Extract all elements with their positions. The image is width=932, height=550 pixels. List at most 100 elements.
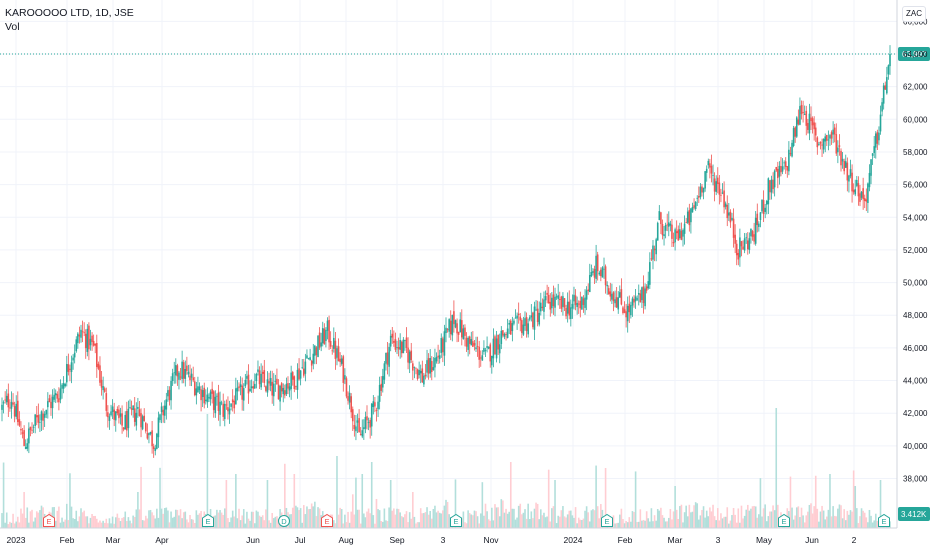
candle-body xyxy=(279,386,281,402)
candle-body xyxy=(7,393,10,408)
candle-body xyxy=(418,369,420,376)
candle-body xyxy=(538,312,541,325)
volume-bar xyxy=(464,522,466,528)
candle-body xyxy=(269,378,272,386)
volume-bar xyxy=(231,510,234,528)
volume-bar xyxy=(758,514,760,528)
volume-bar xyxy=(135,509,138,528)
currency-button[interactable]: ZAC xyxy=(902,6,926,22)
volume-bar xyxy=(625,521,627,528)
volume-bar xyxy=(576,523,578,528)
volume-bar xyxy=(653,515,656,528)
earnings-marker[interactable]: E xyxy=(778,513,790,527)
earnings-marker[interactable]: E xyxy=(450,513,462,527)
candle-body xyxy=(304,361,307,374)
candle-body xyxy=(758,223,760,227)
candle-body xyxy=(497,334,499,350)
candle-body xyxy=(39,421,41,423)
volume-bar xyxy=(187,522,190,528)
candle-body xyxy=(290,372,292,390)
volume-bar xyxy=(84,516,87,528)
volume-bar xyxy=(381,521,384,528)
volume-bar xyxy=(86,516,89,528)
volume-bar xyxy=(39,510,41,528)
y-tick-label: 46,000 xyxy=(903,344,928,353)
candle-body xyxy=(576,302,578,308)
candle-body xyxy=(777,168,779,179)
volume-bar xyxy=(312,506,315,528)
volume-bar xyxy=(465,523,468,528)
volume-bar xyxy=(261,515,264,528)
volume-bar xyxy=(802,515,804,528)
candle-body xyxy=(359,433,362,435)
candle-body xyxy=(193,381,196,396)
volume-bar xyxy=(811,513,814,528)
volume-bar xyxy=(557,515,559,528)
candle-body xyxy=(375,410,378,412)
candle-body xyxy=(728,212,730,216)
candle-body xyxy=(252,386,255,389)
volume-bar xyxy=(715,520,717,528)
volume-bar xyxy=(527,503,529,528)
volume-bar xyxy=(437,510,439,528)
volume-bar xyxy=(570,510,572,528)
candle-body xyxy=(797,119,800,125)
volume-bar xyxy=(666,521,669,528)
earnings-marker[interactable]: E xyxy=(321,513,333,527)
candle-body xyxy=(419,370,422,374)
volume-bar xyxy=(679,506,681,528)
candle-body xyxy=(402,339,405,354)
candle-body xyxy=(825,134,828,141)
volume-bar xyxy=(803,522,806,528)
volume-bar xyxy=(445,499,447,528)
volume-bar xyxy=(835,516,838,528)
earnings-marker[interactable]: E xyxy=(601,513,613,527)
candle-body xyxy=(862,188,864,200)
price-axis[interactable]: 38,000 40,000 42,000 44,000 46,000 48,000 50,0… xyxy=(0,0,928,529)
candle-body xyxy=(43,413,46,418)
volume-bar xyxy=(296,507,299,528)
volume-bar xyxy=(141,520,144,528)
candle-body xyxy=(596,254,599,272)
candle-body xyxy=(612,292,615,302)
volume-bar xyxy=(83,510,85,528)
candle-body xyxy=(761,199,763,212)
volume-bar xyxy=(737,508,740,528)
candle-body xyxy=(813,122,815,130)
candle-body xyxy=(42,413,44,421)
volume-bar xyxy=(772,505,774,528)
volume-bar xyxy=(862,510,864,528)
candle-body xyxy=(282,387,285,395)
candle-body xyxy=(235,388,237,405)
candle-body xyxy=(818,143,820,145)
volume-bar xyxy=(489,520,492,528)
candle-body xyxy=(146,433,149,439)
candle-body xyxy=(250,386,253,389)
earnings-marker[interactable]: E xyxy=(202,513,214,527)
volume-bar xyxy=(696,503,699,528)
volume-bar xyxy=(767,516,770,528)
candle-body xyxy=(236,387,239,392)
candle-body xyxy=(206,394,209,403)
candle-body xyxy=(159,414,161,421)
volume-bar xyxy=(242,509,245,528)
volume-bar xyxy=(631,511,634,528)
volume-bar xyxy=(642,519,645,528)
earnings-marker[interactable]: E xyxy=(43,513,55,527)
earnings-marker[interactable]: E xyxy=(878,513,890,527)
candle-body xyxy=(211,388,213,394)
volume-bar xyxy=(762,508,765,528)
candle-body xyxy=(83,332,85,334)
volume-bar xyxy=(634,471,637,528)
candle-body xyxy=(554,296,556,308)
candle-body xyxy=(321,328,324,344)
dividend-marker[interactable]: D xyxy=(278,515,290,527)
time-axis[interactable]: 2023 Feb Mar Apr Jun Jul Aug Sep 3 Nov 2024 Feb Mar 3… xyxy=(7,535,857,545)
volume-bar xyxy=(443,505,446,528)
x-tick-label: Sep xyxy=(389,535,404,545)
candle-body xyxy=(424,374,427,377)
volume-bar xyxy=(56,510,59,528)
volume-bar xyxy=(699,515,702,528)
